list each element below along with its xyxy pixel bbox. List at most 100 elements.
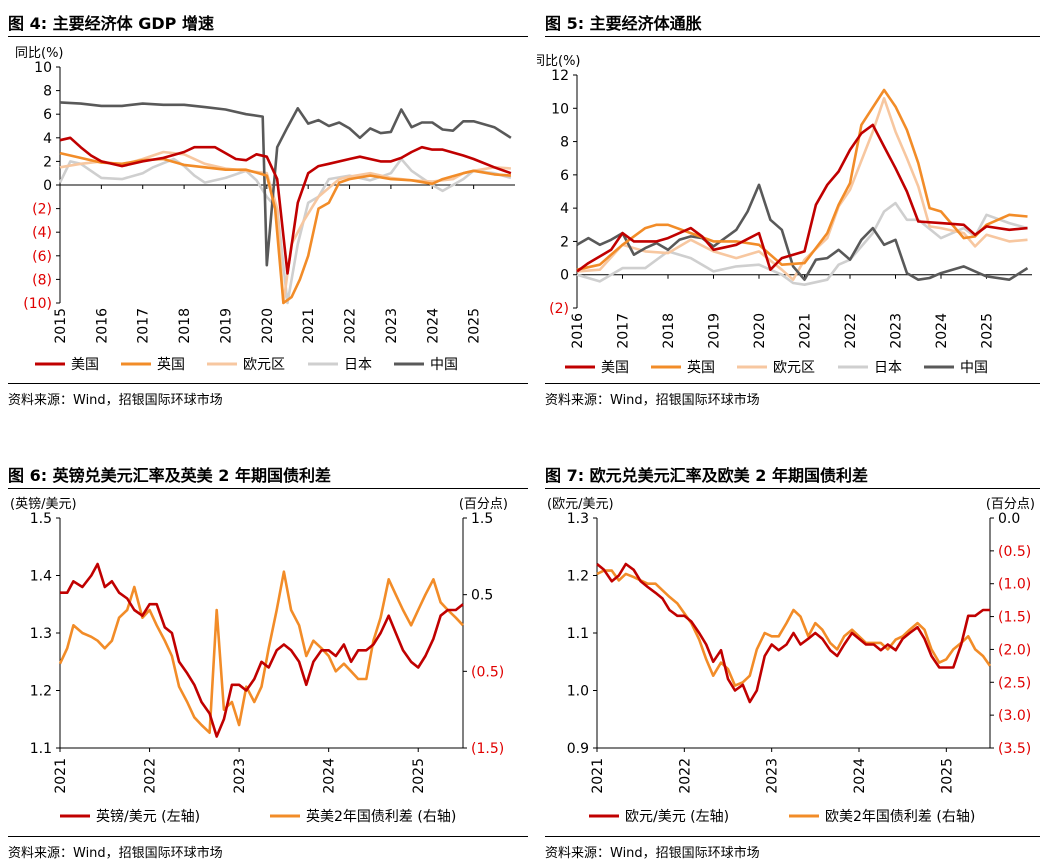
ylabel: 同比(%) (15, 46, 64, 61)
ylabel-left: (欧元/美元) (547, 497, 614, 512)
y-tick-label-right: (1.5) (998, 610, 1031, 626)
y-tick-label: (2) (32, 202, 52, 218)
series-line-jp (576, 201, 1028, 286)
x-tick-label: 2023 (232, 758, 248, 794)
x-tick-label: 2019 (707, 313, 723, 349)
y-tick-label-left: 0.9 (567, 741, 589, 757)
y-tick-label: (2) (549, 301, 569, 317)
fig7-title-rule (545, 488, 1040, 489)
y-tick-label-left: 1.3 (567, 511, 589, 527)
fig6-title: 图 6: 英镑兑美元汇率及英美 2 年期国债利差 (8, 466, 331, 485)
x-tick-label: 2020 (752, 313, 768, 349)
y-tick-label-right: (1.5) (471, 741, 504, 757)
y-tick-label: 2 (43, 154, 52, 170)
fig5-source-rule (545, 383, 1040, 384)
legend-label: 中国 (430, 357, 458, 373)
x-tick-label: 2018 (177, 308, 193, 344)
y-tick-label: 4 (43, 131, 52, 147)
x-tick-label: 2016 (94, 308, 110, 344)
y-tick-label-right: 0.0 (998, 511, 1020, 527)
y-tick-label: 8 (43, 84, 52, 100)
legend-label: 欧美2年国债利差 (右轴) (825, 809, 975, 825)
x-tick-label: 2019 (218, 308, 234, 344)
y-tick-label: 0 (560, 268, 569, 284)
y-tick-label-right: (1.0) (998, 577, 1031, 593)
series-line-us (576, 123, 1028, 273)
x-tick-label: 2020 (260, 308, 276, 344)
fig4-chart: 同比(%)10 8 6 4 2 0 (2) (4) (6) (8) (10)2015 2016 2017… (15, 46, 515, 373)
y-tick-label: (8) (32, 272, 52, 288)
fig5-title-rule (545, 36, 1040, 37)
legend-label: 美国 (601, 360, 629, 376)
x-tick-label: 2025 (411, 758, 427, 794)
x-tick-label: 2022 (343, 308, 359, 344)
y-tick-label-right: (3.5) (998, 741, 1031, 757)
x-tick-label: 2025 (467, 308, 483, 344)
ylabel-right: (百分点) (459, 497, 508, 512)
x-tick-label: 2018 (661, 313, 677, 349)
series-line-us (59, 136, 512, 275)
y-tick-label-left: 1.1 (30, 741, 52, 757)
fig7-title: 图 7: 欧元兑美元汇率及欧美 2 年期国债利差 (545, 466, 868, 485)
x-tick-label: 2025 (980, 313, 996, 349)
y-tick-label-left: 1.1 (567, 626, 589, 642)
y-tick-label: 4 (560, 201, 569, 217)
ylabel: 同比(%) (537, 54, 581, 69)
legend-label: 日本 (874, 360, 902, 376)
x-tick-label: 2022 (843, 313, 859, 349)
x-tick-label: 2022 (677, 758, 693, 794)
x-tick-label: 2017 (136, 308, 152, 344)
series-line-us (596, 562, 990, 704)
y-tick-label: (6) (32, 249, 52, 265)
legend-label: 中国 (960, 360, 988, 376)
x-tick-label: 2024 (934, 313, 950, 349)
legend-label: 英镑/美元 (左轴) (96, 808, 200, 825)
fig6-source-note: 资料来源：Wind，招银国际环球市场 (8, 846, 223, 861)
y-tick-label-left: 1.0 (567, 684, 589, 700)
fig7-source-rule (545, 836, 1040, 837)
x-tick-label: 2025 (939, 758, 955, 794)
x-tick-label: 2016 (570, 313, 586, 349)
y-tick-label: 8 (560, 135, 569, 151)
x-tick-label: 2024 (852, 758, 868, 794)
x-tick-label: 2023 (384, 308, 400, 344)
x-tick-label: 2023 (889, 313, 905, 349)
legend-label: 美国 (71, 357, 99, 373)
y-tick-label-left: 1.2 (30, 684, 52, 700)
series-line-cn (59, 101, 512, 267)
x-tick-label: 2021 (301, 308, 317, 344)
y-tick-label: 6 (43, 107, 52, 123)
series-line-ez (59, 150, 511, 305)
series-line-uk (576, 88, 1028, 271)
legend-label: 欧元区 (773, 360, 815, 376)
y-tick-label: 0 (43, 178, 52, 194)
fig7-chart: (欧元/美元) (百分点) 1.3 1.2 1.1 1.0 0.9 0.0 (0.5) (1.0)… (547, 497, 1035, 825)
y-tick-label-right: 1.5 (471, 511, 493, 527)
legend-label: 英国 (687, 359, 715, 376)
y-tick-label-right: (2.5) (998, 675, 1031, 691)
x-tick-label: 2015 (53, 308, 69, 344)
fig4-source-rule (8, 383, 528, 384)
y-tick-label-left: 1.4 (30, 569, 52, 585)
fig6-title-rule (8, 488, 528, 489)
fig5-title: 图 5: 主要经济体通胀 (545, 14, 702, 33)
fig4-title: 图 4: 主要经济体 GDP 增速 (8, 14, 214, 33)
legend-label: 欧元区 (243, 357, 285, 373)
y-tick-label: 12 (551, 68, 569, 84)
x-tick-label: 2023 (765, 758, 781, 794)
x-tick-label: 2024 (322, 758, 338, 794)
legend-label: 英国 (157, 356, 185, 373)
y-tick-label-left: 1.2 (567, 569, 589, 585)
y-tick-label-right: (0.5) (998, 544, 1031, 560)
y-tick-label: 2 (560, 234, 569, 250)
y-tick-label: 6 (560, 168, 569, 184)
series-line-uk (58, 570, 464, 734)
y-tick-label: 10 (551, 101, 569, 117)
y-tick-label-right: (2.0) (998, 642, 1031, 658)
series-line-uk (596, 569, 992, 687)
legend-label: 英美2年国债利差 (右轴) (306, 808, 456, 825)
y-tick-label: (10) (23, 296, 52, 312)
ylabel-right: (百分点) (986, 497, 1035, 512)
x-tick-label: 2021 (590, 758, 606, 794)
fig6-source-rule (8, 836, 528, 837)
